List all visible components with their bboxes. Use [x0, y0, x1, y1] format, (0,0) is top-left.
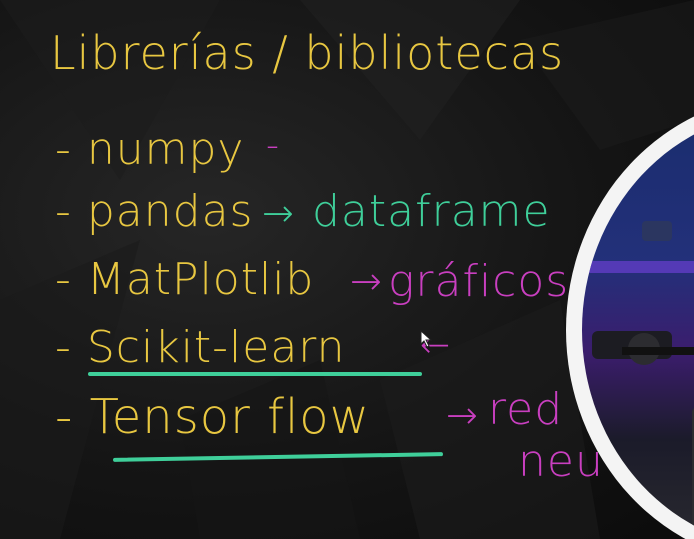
item-scikit-learn: - Scikit-learn: [55, 322, 346, 373]
item-pandas-arrow: →: [262, 191, 295, 235]
item-matplotlib-note: gráficos: [388, 256, 570, 307]
item-tensorflow-note: red: [488, 384, 564, 435]
item-tensorflow-arrow: →: [446, 393, 479, 437]
item-numpy: - numpy: [55, 124, 245, 175]
item-pandas-note: dataframe: [312, 186, 551, 237]
board-title: Librerías / bibliotecas: [50, 26, 565, 80]
item-numpy-note: -: [266, 125, 280, 166]
pen-cursor-icon: [420, 330, 433, 348]
item-tensorflow: - Tensor flow: [55, 389, 370, 445]
item-matplotlib-arrow: →: [350, 259, 383, 303]
item-scikit-learn-arrow: ←: [420, 325, 452, 366]
item-tensorflow-note2: neu: [518, 436, 604, 487]
item-matplotlib: - MatPlotlib: [55, 254, 315, 305]
item-pandas: - pandas: [55, 186, 254, 237]
scikit-learn-underline: [88, 372, 422, 376]
